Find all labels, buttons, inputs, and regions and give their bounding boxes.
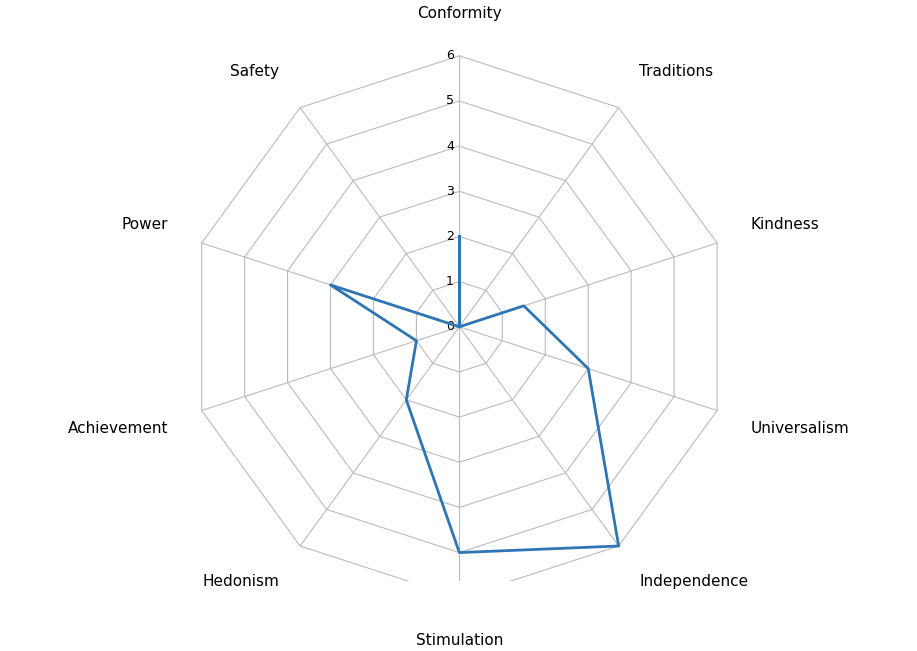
Text: Power: Power bbox=[122, 217, 168, 232]
Text: 0: 0 bbox=[446, 320, 454, 333]
Text: 1: 1 bbox=[446, 275, 454, 288]
Text: 4: 4 bbox=[446, 139, 454, 152]
Text: Universalism: Universalism bbox=[751, 421, 849, 436]
Text: Conformity: Conformity bbox=[417, 6, 502, 21]
Text: Traditions: Traditions bbox=[639, 64, 713, 79]
Text: Hedonism: Hedonism bbox=[203, 574, 280, 590]
Text: Safety: Safety bbox=[230, 64, 280, 79]
Text: 3: 3 bbox=[446, 185, 454, 198]
Text: Stimulation: Stimulation bbox=[415, 633, 503, 648]
Text: Independence: Independence bbox=[639, 574, 748, 590]
Text: 5: 5 bbox=[446, 94, 454, 107]
Text: 2: 2 bbox=[446, 230, 454, 243]
Text: Achievement: Achievement bbox=[68, 421, 168, 436]
Text: 6: 6 bbox=[446, 49, 454, 62]
Text: Kindness: Kindness bbox=[751, 217, 819, 232]
